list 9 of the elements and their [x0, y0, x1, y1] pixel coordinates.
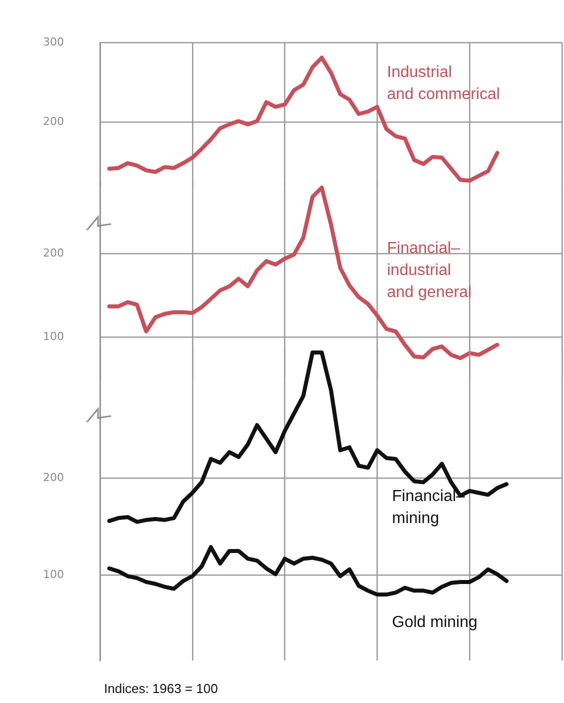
y-tick-label: 100 [43, 568, 64, 582]
y-tick-label: 300 [43, 35, 64, 48]
series-label: Gold mining [392, 613, 478, 633]
text: Indices: 1963 = 100 [104, 681, 218, 696]
y-tick-label: 200 [43, 246, 64, 260]
y-tick-label: 100 [43, 330, 64, 344]
y-tick-label: 200 [43, 114, 64, 128]
series-label: Financial– mining [392, 487, 465, 529]
y-tick-label: 200 [43, 471, 64, 484]
